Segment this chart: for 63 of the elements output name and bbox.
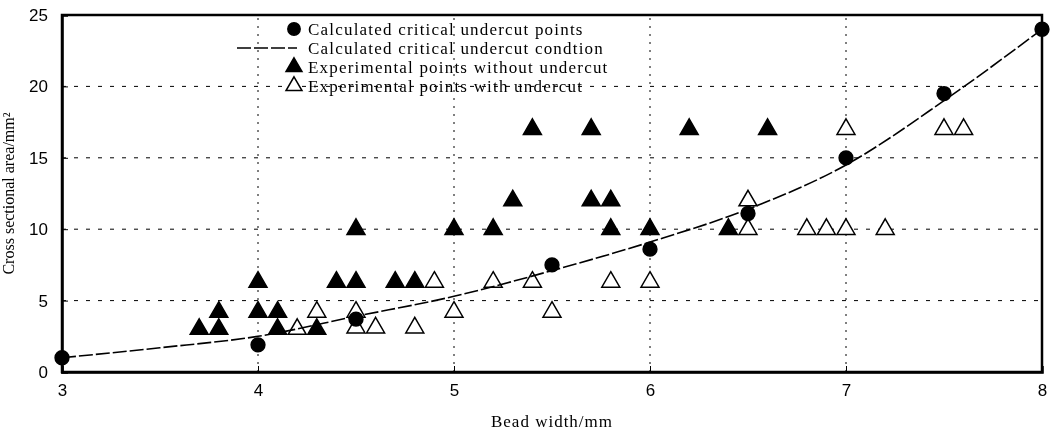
point — [522, 118, 543, 136]
point — [581, 189, 601, 207]
point — [405, 316, 425, 334]
x-tick-label: 7 — [841, 381, 852, 401]
y-tick-label: 15 — [29, 148, 48, 168]
point — [934, 118, 954, 136]
point — [757, 118, 778, 136]
x-tick-label: 6 — [645, 381, 656, 401]
point — [601, 270, 621, 288]
y-tick-label: 25 — [29, 5, 48, 25]
point — [816, 218, 837, 236]
point — [836, 218, 856, 236]
point — [936, 85, 952, 102]
x-tick-label: 5 — [449, 381, 460, 401]
x-axis-title: Bead width/mm — [490, 412, 614, 431]
x-tick-label: 4 — [253, 381, 264, 401]
point — [248, 300, 268, 318]
point — [326, 270, 347, 288]
point — [542, 300, 562, 318]
point — [307, 318, 327, 336]
point — [346, 270, 366, 288]
point — [209, 318, 229, 336]
x-tick-label: 3 — [57, 381, 68, 401]
x-tick-label: 8 — [1037, 381, 1048, 401]
point — [209, 300, 229, 318]
legend-label: Experimental points without undercut — [308, 57, 609, 77]
point — [307, 300, 327, 318]
point — [346, 218, 366, 236]
legend-label: Calculated critical undercut points — [308, 19, 584, 39]
point — [875, 218, 895, 236]
point — [797, 218, 817, 236]
point — [483, 270, 503, 288]
point — [718, 218, 739, 236]
legend-label: Experimental points with undercut — [308, 76, 584, 96]
point — [953, 118, 974, 136]
point — [738, 189, 758, 207]
point — [1034, 21, 1050, 37]
point — [248, 270, 268, 288]
point — [365, 316, 386, 334]
y-axis-title: Cross sectional area/mm² — [0, 112, 17, 275]
point — [424, 270, 445, 288]
point — [267, 300, 288, 318]
point — [444, 300, 464, 318]
y-tick-label: 5 — [38, 291, 48, 311]
point — [601, 189, 621, 207]
point — [679, 118, 699, 136]
point — [522, 270, 543, 288]
point — [836, 118, 856, 136]
point — [640, 218, 660, 236]
point — [738, 218, 758, 236]
point — [385, 270, 405, 288]
point — [601, 218, 621, 236]
point — [503, 189, 523, 207]
point — [444, 218, 464, 236]
point — [189, 318, 209, 336]
point — [483, 218, 503, 236]
point — [581, 118, 601, 136]
y-tick-label: 10 — [29, 220, 48, 240]
y-tick-label: 20 — [29, 77, 48, 97]
point — [640, 270, 660, 288]
legend-label: Calculated critical undercut condtion — [308, 38, 604, 58]
point — [405, 270, 425, 288]
y-tick-label: 0 — [38, 362, 48, 382]
